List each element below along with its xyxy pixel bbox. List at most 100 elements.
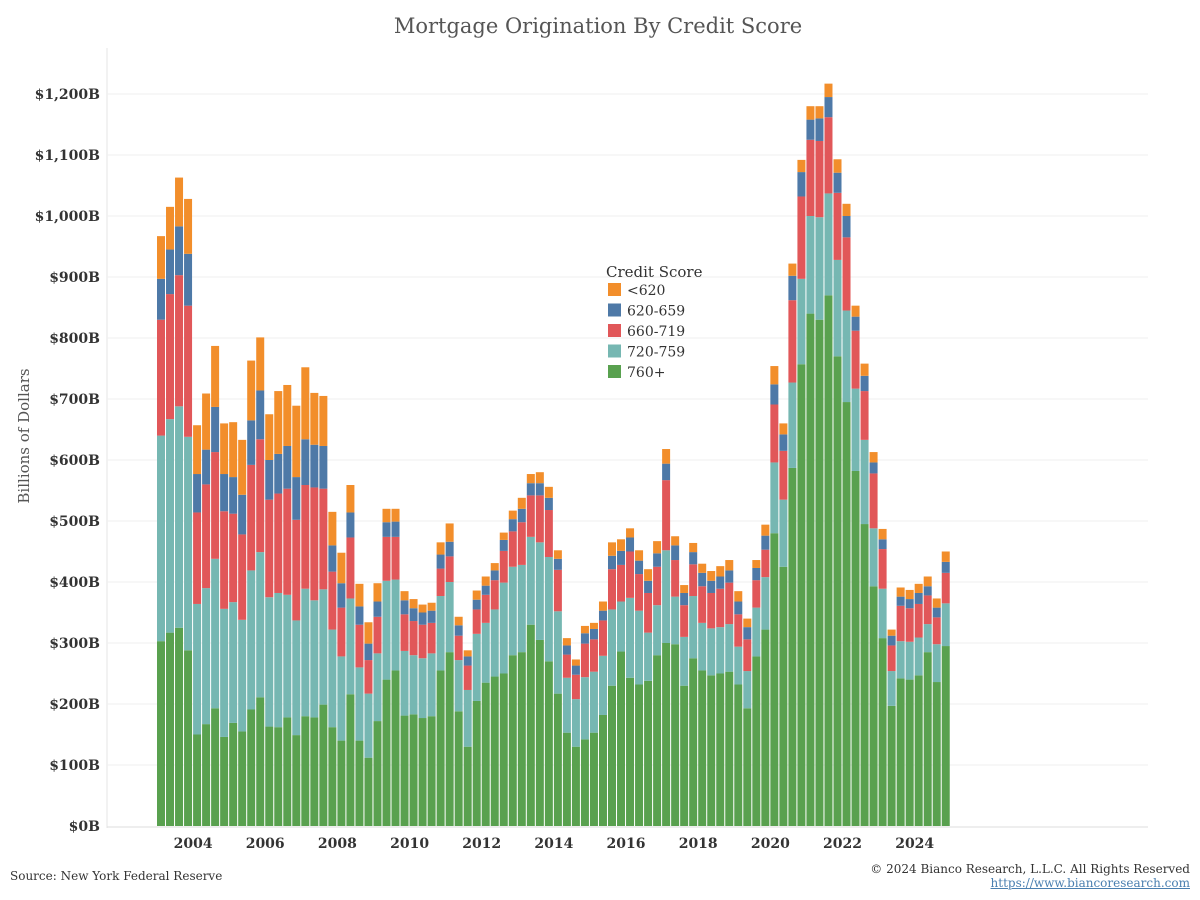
bar-segment	[166, 632, 175, 826]
bar-segment	[770, 404, 779, 463]
legend-swatch	[608, 344, 621, 358]
bar-segment	[382, 522, 391, 537]
copyright-text: © 2024 Bianco Research, L.L.C. All Right…	[870, 862, 1190, 876]
bar-segment	[193, 734, 202, 826]
bar-segment	[608, 555, 616, 570]
bar-segment	[680, 685, 689, 826]
bar-segment	[436, 670, 445, 826]
bar-segment	[553, 569, 562, 612]
bar-segment	[247, 709, 256, 826]
bar-segment	[887, 671, 896, 706]
bar-segment	[355, 624, 364, 668]
bar-segment	[635, 550, 644, 561]
bar-segment	[463, 746, 472, 826]
bar-segment	[499, 539, 508, 551]
bar-segment	[716, 566, 725, 577]
bar-segment	[544, 486, 553, 498]
bar-segment	[824, 193, 833, 296]
bar-segment	[265, 499, 274, 598]
bar-segment	[391, 579, 400, 671]
bar-segment	[671, 560, 680, 597]
bar-segment	[752, 560, 761, 568]
bar-segment	[463, 650, 472, 657]
bar-segment	[508, 566, 517, 656]
bar-segment	[166, 206, 175, 250]
bar-segment	[734, 591, 743, 602]
bar-segment	[941, 603, 950, 647]
bar-segment	[481, 594, 490, 623]
bar-segment	[725, 671, 734, 826]
bar-segment	[211, 345, 220, 407]
bar-segment	[391, 670, 400, 826]
copyright-block: © 2024 Bianco Research, L.L.C. All Right…	[870, 862, 1190, 890]
bar-segment	[725, 560, 734, 571]
bar-segment	[391, 536, 400, 580]
bar-segment	[761, 524, 770, 536]
bar-segment	[202, 484, 211, 589]
bar-segment	[445, 652, 454, 826]
x-axis-tick-labels: 2004 2006 2008 2010 2012 2014 2016 2018 2020 2022…	[174, 836, 935, 852]
bar-segment	[869, 528, 878, 587]
bar-segment	[166, 419, 175, 633]
bar-segment	[914, 637, 923, 676]
bar-segment	[662, 550, 671, 643]
bar-segment	[941, 551, 950, 562]
bar-segment	[608, 542, 616, 556]
bar-segment	[635, 684, 644, 826]
bar-segment	[418, 612, 427, 625]
bar-segment	[490, 563, 499, 571]
bar-segment	[680, 592, 689, 606]
bar-segment	[860, 439, 869, 525]
bar-segment	[617, 539, 626, 551]
legend-swatch	[608, 324, 621, 337]
bar-segment	[571, 674, 580, 700]
bar-segment	[896, 641, 905, 679]
bar-segment	[544, 510, 553, 557]
bar-segment	[860, 524, 869, 826]
bar-segment	[301, 439, 310, 486]
y-tick-label: $400B	[49, 575, 100, 591]
bar-segment	[517, 652, 526, 826]
bar-segment	[707, 571, 716, 581]
bar-segment	[535, 495, 544, 543]
bar-segment	[824, 97, 833, 118]
bar-segment	[499, 532, 508, 540]
bar-segment	[779, 450, 788, 500]
bar-segment	[824, 117, 833, 194]
bar-segment	[923, 652, 932, 826]
y-tick-label: $900B	[49, 270, 100, 286]
bar-segment	[580, 739, 589, 826]
x-tick-label: 2018	[679, 836, 718, 852]
bar-segment	[869, 452, 878, 463]
bar-segment	[617, 651, 626, 826]
bar-segment	[626, 597, 635, 678]
y-tick-label: $800B	[49, 331, 100, 347]
x-tick-label: 2004	[174, 836, 213, 852]
bar-segment	[265, 726, 274, 826]
bar-segment	[256, 552, 265, 698]
bar-segment	[589, 732, 598, 826]
bar-segment	[824, 83, 833, 98]
bar-segment	[400, 600, 409, 615]
bar-segment	[598, 610, 607, 621]
bar-segment	[454, 625, 463, 636]
bar-segment	[598, 601, 607, 611]
bar-segment	[761, 549, 770, 578]
bar-segment	[184, 436, 193, 651]
bar-segment	[752, 607, 761, 657]
bar-segment	[743, 671, 752, 709]
bar-segment	[914, 592, 923, 604]
bar-segment	[391, 521, 400, 537]
bar-segment	[553, 693, 562, 826]
bar-segment	[184, 650, 193, 826]
bar-segment	[544, 556, 553, 662]
bar-segment	[265, 597, 274, 727]
bar-segment	[671, 596, 680, 645]
y-tick-label: $300B	[49, 636, 100, 652]
bar-segment	[355, 667, 364, 741]
bar-segment	[923, 624, 932, 653]
bar-segment	[409, 621, 418, 656]
website-link[interactable]: https://www.biancoresearch.com	[990, 876, 1190, 890]
bar-segment	[526, 536, 535, 625]
